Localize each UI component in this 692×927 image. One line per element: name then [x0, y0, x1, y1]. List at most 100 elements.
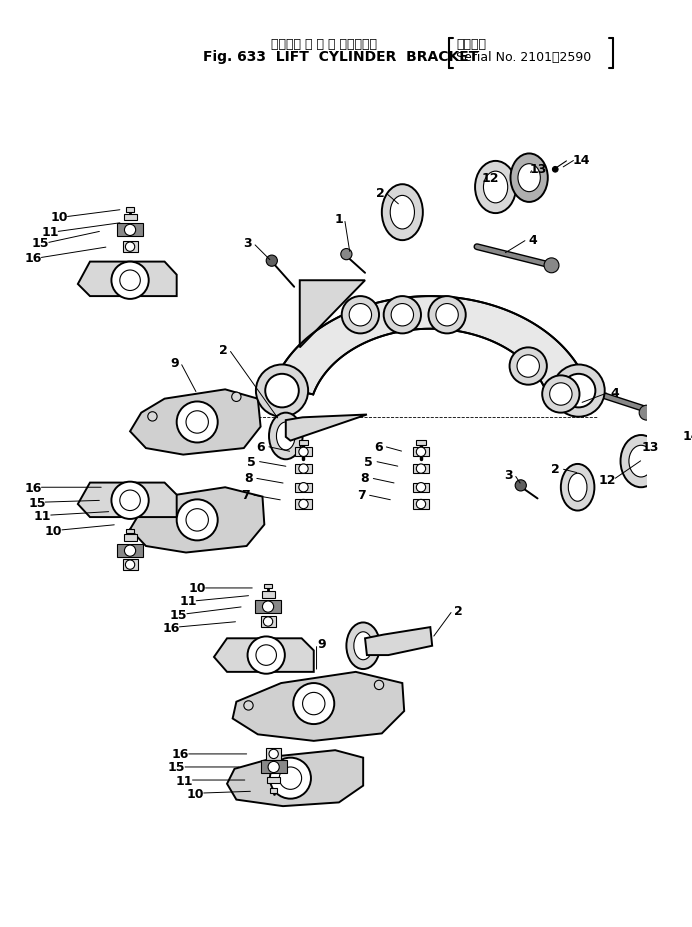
Text: 5: 5: [365, 455, 373, 468]
Ellipse shape: [621, 436, 662, 488]
Polygon shape: [227, 750, 363, 806]
Bar: [262, 591, 275, 598]
Polygon shape: [130, 390, 261, 455]
Circle shape: [417, 500, 426, 509]
Ellipse shape: [484, 172, 508, 204]
Circle shape: [417, 483, 426, 492]
Polygon shape: [300, 281, 365, 348]
Circle shape: [515, 480, 527, 491]
Ellipse shape: [347, 623, 380, 669]
Circle shape: [265, 375, 299, 408]
Ellipse shape: [561, 464, 594, 511]
Text: 15: 15: [170, 608, 188, 621]
Text: 2: 2: [376, 187, 384, 200]
Polygon shape: [286, 415, 367, 441]
Text: 12: 12: [481, 172, 499, 185]
Text: 14: 14: [572, 153, 590, 166]
Circle shape: [125, 243, 135, 252]
Text: 15: 15: [28, 496, 46, 509]
Circle shape: [417, 448, 426, 457]
Circle shape: [639, 406, 654, 421]
Circle shape: [248, 637, 285, 674]
Circle shape: [293, 683, 334, 724]
Text: 12: 12: [599, 474, 616, 487]
Circle shape: [125, 560, 135, 570]
Text: Serial No. 2101～2590: Serial No. 2101～2590: [457, 51, 592, 64]
Bar: [295, 448, 312, 457]
Text: 16: 16: [24, 252, 42, 265]
Circle shape: [340, 249, 352, 260]
Circle shape: [509, 348, 547, 386]
Circle shape: [517, 355, 539, 378]
Circle shape: [125, 225, 136, 236]
Circle shape: [269, 749, 278, 759]
Text: 13: 13: [530, 162, 547, 175]
Circle shape: [349, 304, 372, 326]
Circle shape: [186, 412, 208, 434]
Text: 8: 8: [361, 472, 370, 485]
Bar: [266, 748, 281, 760]
Text: 14: 14: [682, 429, 692, 442]
Circle shape: [270, 758, 311, 799]
Bar: [122, 559, 138, 571]
Circle shape: [186, 509, 208, 531]
Text: 8: 8: [244, 472, 253, 485]
Circle shape: [299, 500, 308, 509]
Circle shape: [417, 464, 426, 474]
Ellipse shape: [629, 446, 653, 477]
Circle shape: [302, 692, 325, 715]
Ellipse shape: [269, 413, 302, 460]
Polygon shape: [78, 262, 176, 297]
Text: 10: 10: [51, 211, 68, 224]
Text: 9: 9: [170, 356, 179, 369]
Circle shape: [111, 262, 149, 299]
Polygon shape: [365, 628, 432, 655]
Circle shape: [268, 762, 280, 773]
Ellipse shape: [518, 164, 540, 193]
Text: 15: 15: [32, 237, 49, 250]
Text: 3: 3: [244, 237, 252, 250]
Circle shape: [299, 448, 308, 457]
Circle shape: [244, 701, 253, 710]
Text: 6: 6: [374, 440, 383, 453]
Bar: [122, 242, 138, 253]
Text: 16: 16: [172, 747, 189, 760]
Circle shape: [232, 393, 241, 402]
Bar: [295, 500, 312, 509]
Circle shape: [148, 413, 157, 422]
Bar: [124, 535, 136, 541]
Circle shape: [262, 602, 273, 613]
Bar: [127, 208, 134, 212]
Ellipse shape: [382, 185, 423, 241]
Text: 15: 15: [168, 761, 185, 774]
Text: 1: 1: [334, 213, 343, 226]
Bar: [261, 761, 286, 774]
Text: 10: 10: [45, 524, 62, 537]
Polygon shape: [214, 639, 313, 672]
Circle shape: [125, 545, 136, 556]
Circle shape: [544, 259, 559, 273]
Polygon shape: [130, 488, 264, 552]
Bar: [299, 440, 308, 446]
Circle shape: [543, 376, 579, 413]
Circle shape: [299, 464, 308, 474]
Polygon shape: [233, 672, 404, 741]
Bar: [117, 544, 143, 557]
Text: リフトシ リ ン ダ ブラケット: リフトシ リ ン ダ ブラケット: [271, 38, 377, 51]
Circle shape: [436, 304, 458, 326]
Text: 4: 4: [610, 387, 619, 400]
Ellipse shape: [658, 432, 692, 480]
Ellipse shape: [390, 197, 415, 230]
Bar: [127, 529, 134, 534]
Text: 16: 16: [24, 481, 42, 494]
Text: 13: 13: [641, 440, 659, 453]
Circle shape: [552, 167, 558, 173]
Circle shape: [383, 297, 421, 334]
Bar: [270, 788, 277, 793]
Text: 10: 10: [187, 787, 204, 800]
Ellipse shape: [511, 154, 548, 203]
Text: Fig. 633  LIFT  CYLINDER  BRACKET: Fig. 633 LIFT CYLINDER BRACKET: [203, 50, 478, 64]
Ellipse shape: [277, 423, 295, 451]
Circle shape: [552, 365, 605, 417]
Circle shape: [299, 483, 308, 492]
